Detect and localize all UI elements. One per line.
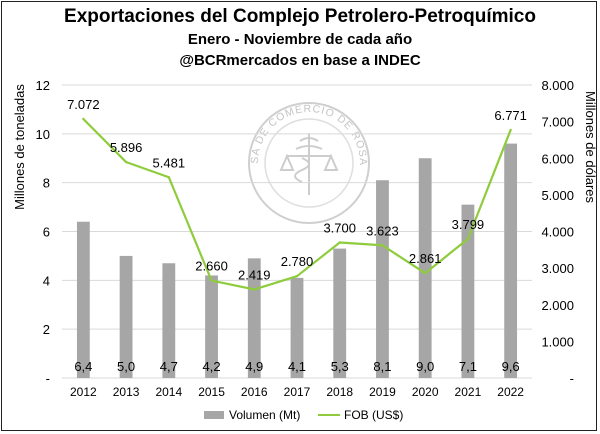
volume-bar <box>333 248 347 378</box>
fob-point <box>82 117 85 121</box>
volume-bars <box>76 143 518 378</box>
left-axis-label: Millones de toneladas <box>12 84 27 210</box>
fob-data-label: 3.700 <box>323 220 356 235</box>
volume-data-label: 5,0 <box>117 359 135 374</box>
fob-data-labels: 7.072 5.896 5.481 2.660 2.419 2.780 3.700 3.623… <box>67 97 527 282</box>
fob-point <box>423 272 427 275</box>
volume-bar <box>504 143 518 378</box>
right-tick-label: 8.000 <box>541 78 574 93</box>
legend-bar-label: Volumen (Mt) <box>229 408 300 422</box>
x-tick-label: 2022 <box>497 385 524 399</box>
fob-data-label: 5.896 <box>110 140 143 155</box>
right-tick-label: 6.000 <box>541 151 574 166</box>
volume-bar <box>162 263 176 378</box>
seal-inner-ring <box>264 118 354 208</box>
fob-data-label: 3.799 <box>452 217 485 232</box>
left-tick-label: 12 <box>36 78 50 93</box>
volume-data-label: 5,3 <box>331 359 349 374</box>
left-tick-label: 2 <box>43 322 50 337</box>
right-axis-label: Millones de dólares <box>583 91 598 204</box>
fob-data-label: 6.771 <box>494 108 527 123</box>
right-axis-ticks: - 1.000 2.000 3.000 4.000 5.000 6.000 7.000 8.00… <box>541 78 574 386</box>
fob-data-label: 2.419 <box>238 267 271 282</box>
x-tick-label: 2015 <box>198 385 225 399</box>
x-tick-label: 2013 <box>113 385 140 399</box>
fob-point <box>210 279 213 282</box>
fob-data-label: 2.780 <box>281 254 314 269</box>
volume-data-label: 6,4 <box>74 359 92 374</box>
x-tick-label: 2021 <box>455 385 482 399</box>
volume-data-label: 4,2 <box>203 359 221 374</box>
left-tick-label: 10 <box>36 127 50 142</box>
caduceus-scales-seal-icon <box>279 133 339 195</box>
seal-outer-ring <box>248 102 370 224</box>
volume-bar <box>119 255 133 378</box>
legend: Volumen (Mt) FOB (US$) <box>204 408 403 422</box>
right-tick-label: 4.000 <box>541 225 574 240</box>
fob-data-label: 5.481 <box>153 155 186 170</box>
right-tick-label: - <box>570 371 574 386</box>
x-tick-label: 2019 <box>369 385 396 399</box>
legend-line-label: FOB (US$) <box>344 408 403 422</box>
left-axis-ticks: - 2 4 6 8 10 12 <box>36 78 50 386</box>
volume-data-labels: 6,4 5,0 4,7 4,2 4,9 4,1 5,3 8,1 9,0 7,1 9,6 <box>74 359 519 374</box>
fob-point <box>509 128 512 132</box>
x-tick-label: 2016 <box>241 385 268 399</box>
right-tick-label: 7.000 <box>541 115 574 130</box>
x-tick-label: 2018 <box>326 385 353 399</box>
x-tick-label: 2017 <box>284 385 311 399</box>
chart-title: Exportaciones del Complejo Petrolero-Pet… <box>64 6 536 27</box>
x-axis-ticks: 2012 2013 2014 2015 2016 2017 2018 2019 2020 2021… <box>70 385 524 399</box>
left-tick-label: 8 <box>43 176 50 191</box>
fob-point <box>338 241 341 244</box>
left-tick-label: - <box>46 371 50 386</box>
fob-point <box>295 274 299 278</box>
fob-data-label: 2.861 <box>409 251 442 266</box>
volume-bar <box>418 158 432 378</box>
watermark-seal: BOLSA DE COMERCIO DE ROSARIO <box>0 0 370 224</box>
right-tick-label: 5.000 <box>541 188 574 203</box>
right-tick-label: 1.000 <box>541 334 574 349</box>
left-tick-label: 4 <box>43 273 50 288</box>
seal-text: BOLSA DE COMERCIO DE ROSARIO <box>0 0 369 166</box>
fob-point <box>124 160 128 164</box>
x-tick-label: 2020 <box>412 385 439 399</box>
volume-data-label: 9,6 <box>502 359 520 374</box>
volume-data-label: 7,1 <box>459 359 477 374</box>
x-tick-label: 2012 <box>70 385 97 399</box>
chart-source: @BCRmercados en base a INDEC <box>179 52 421 69</box>
volume-bar <box>290 277 304 378</box>
fob-point <box>167 176 171 179</box>
left-tick-label: 6 <box>43 225 50 240</box>
volume-bar <box>376 180 389 378</box>
volume-data-label: 4,1 <box>288 359 306 374</box>
right-tick-label: 2.000 <box>541 298 574 313</box>
fob-line <box>82 117 512 291</box>
volume-data-label: 8,1 <box>373 359 391 374</box>
volume-data-label: 9,0 <box>416 359 434 374</box>
fob-data-label: 2.660 <box>195 259 228 274</box>
volume-bar <box>76 221 90 378</box>
fob-point <box>381 244 384 247</box>
legend-bar-swatch <box>204 411 224 419</box>
fob-data-label: 7.072 <box>67 97 100 112</box>
chart-subtitle: Enero - Noviembre de cada año <box>187 31 413 48</box>
right-tick-label: 3.000 <box>541 261 574 276</box>
volume-data-label: 4,9 <box>245 359 263 374</box>
x-tick-label: 2014 <box>155 385 182 399</box>
fob-point <box>253 288 256 291</box>
fob-point <box>466 237 470 241</box>
volume-bar <box>205 275 218 378</box>
volume-bar <box>461 204 475 378</box>
fob-data-label: 3.623 <box>366 223 399 238</box>
volume-data-label: 4,7 <box>160 359 178 374</box>
